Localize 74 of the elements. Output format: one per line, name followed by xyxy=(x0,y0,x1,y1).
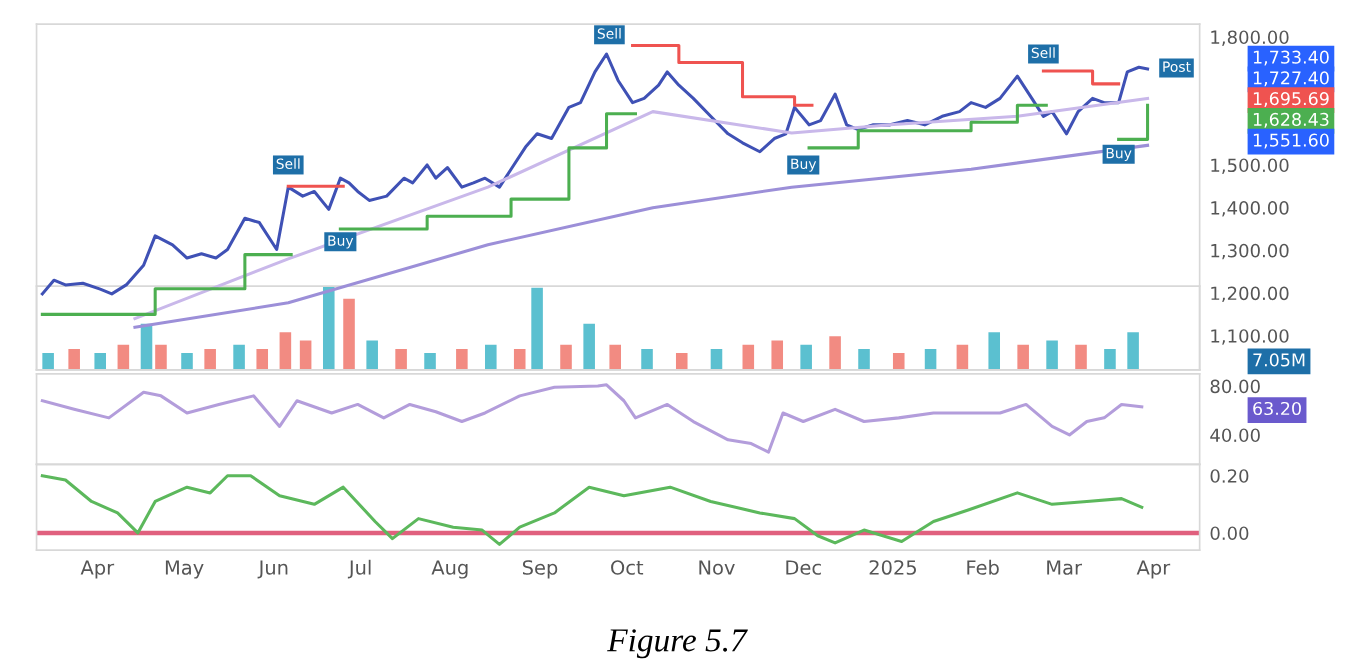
bar xyxy=(988,332,1001,370)
x-tick-label: Jun xyxy=(257,560,288,579)
x-tick-label: Sep xyxy=(522,560,558,579)
x-tick-label: 2025 xyxy=(869,560,916,575)
x-tick-label: Aug xyxy=(431,560,468,579)
y-tick-label: 1,400.00 xyxy=(1211,201,1289,217)
y-tick-label: 1,500.00 xyxy=(1211,158,1289,174)
y-tick-label: 1,800.00 xyxy=(1211,30,1289,46)
bar xyxy=(641,348,653,370)
x-tick-label: Nov xyxy=(699,560,735,575)
bar xyxy=(68,348,80,370)
text: 1,628.43 xyxy=(1253,112,1329,128)
bar xyxy=(531,287,543,370)
bar xyxy=(94,353,106,370)
bar xyxy=(609,344,621,370)
text: 1,727.40 xyxy=(1253,71,1329,87)
bar xyxy=(485,344,497,370)
caption: Figure 5.7 xyxy=(607,629,748,659)
bar xyxy=(456,348,468,370)
y-tick-label: 0.20 xyxy=(1210,469,1249,483)
x-tick-label: Apr xyxy=(1136,560,1171,579)
y-tick-label: 0.00 xyxy=(1210,526,1249,541)
bar xyxy=(675,353,688,370)
bar xyxy=(710,348,723,370)
line-series xyxy=(40,383,1144,454)
y-tick-label: 1,100.00 xyxy=(1211,329,1289,345)
text: 1,695.69 xyxy=(1253,92,1329,108)
line-series xyxy=(40,474,1144,546)
bar xyxy=(1075,344,1087,370)
x-tick-label: Apr xyxy=(80,560,115,579)
bar xyxy=(742,344,755,370)
bar xyxy=(800,344,812,370)
bar xyxy=(366,340,378,370)
y-tick-label: 1,300.00 xyxy=(1211,243,1289,260)
bar xyxy=(117,344,130,370)
bar xyxy=(829,336,841,370)
bar xyxy=(858,348,870,370)
bar xyxy=(1127,332,1139,370)
y-tick-label: 1,200.00 xyxy=(1211,286,1289,302)
x-tick-label: Mar xyxy=(1047,560,1082,575)
bar xyxy=(513,348,526,370)
y-tick-label: 40.00 xyxy=(1210,428,1260,443)
bar xyxy=(181,353,193,370)
bar xyxy=(395,348,407,370)
bar xyxy=(233,344,245,370)
bar xyxy=(1104,348,1116,370)
bar xyxy=(956,344,969,370)
bar xyxy=(256,348,269,370)
bar xyxy=(771,340,784,370)
x-tick-label: Dec xyxy=(786,560,821,575)
bar xyxy=(279,332,292,370)
x-tick-label: May xyxy=(165,560,204,579)
bar xyxy=(1046,340,1058,370)
bar xyxy=(299,340,312,370)
bar xyxy=(924,348,937,370)
bar xyxy=(204,348,216,370)
x-tick-label: Jul xyxy=(347,559,371,579)
bar xyxy=(322,286,335,370)
text: 1,551.60 xyxy=(1253,133,1329,149)
bar xyxy=(424,353,436,370)
bar xyxy=(42,353,54,370)
bar xyxy=(343,298,355,370)
bar xyxy=(892,353,905,370)
x-tick-label: Feb xyxy=(967,559,999,575)
y-tick-label: 80.00 xyxy=(1210,379,1260,394)
text: 7.05M xyxy=(1253,353,1305,367)
text: 1,733.40 xyxy=(1253,50,1329,66)
bar xyxy=(583,323,595,370)
bar xyxy=(560,344,572,370)
x-tick-label: Oct xyxy=(611,560,644,575)
bar xyxy=(1017,344,1029,370)
text: 63.20 xyxy=(1253,401,1301,416)
line-series xyxy=(133,143,1150,329)
bar xyxy=(155,344,167,370)
